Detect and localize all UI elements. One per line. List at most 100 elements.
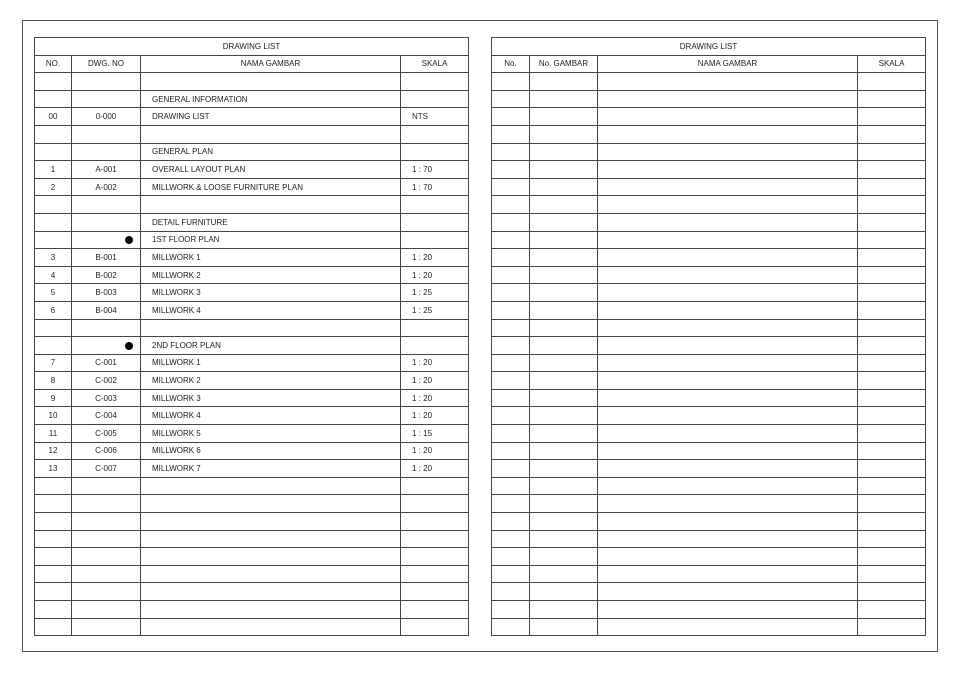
cell-nama-gambar: DRAWING LIST [140, 107, 401, 126]
cell-skala [856, 124, 927, 144]
table-row [491, 564, 927, 584]
cell-no [34, 547, 72, 566]
cell-skala [856, 107, 927, 126]
cell-dwg-no [71, 476, 141, 496]
cell-no [491, 582, 530, 601]
cell-dwg-no [529, 107, 598, 126]
cell-skala [856, 600, 927, 619]
sheet-border [22, 20, 938, 652]
table-row: GENERAL PLAN [34, 142, 470, 162]
cell-skala [856, 265, 927, 285]
table-row [34, 564, 470, 584]
cell-skala: 1 : 20 [399, 441, 470, 461]
cell-dwg-no [71, 564, 141, 584]
cell-skala [399, 617, 470, 637]
header-nama-gambar: NAMA GAMBAR [597, 54, 858, 74]
cell-nama-gambar [597, 600, 858, 619]
cell-nama-gambar [597, 300, 858, 320]
cell-nama-gambar [597, 406, 858, 426]
cell-no [34, 529, 72, 549]
cell-nama-gambar: MILLWORK 4 [140, 300, 401, 320]
cell-no [34, 564, 72, 584]
table-row [491, 406, 927, 426]
cell-nama-gambar [597, 72, 858, 91]
cell-dwg-no: A-002 [71, 177, 141, 197]
cell-nama-gambar [140, 512, 401, 531]
table-row [491, 248, 927, 267]
cell-skala [856, 142, 927, 162]
table-title: DRAWING LIST [33, 37, 470, 56]
cell-dwg-no [529, 353, 598, 373]
cell-skala [856, 494, 927, 514]
cell-no [34, 230, 72, 250]
cell-dwg-no [529, 617, 598, 637]
table-row [34, 529, 470, 549]
cell-nama-gambar: MILLWORK 6 [140, 441, 401, 461]
cell-dwg-no [529, 72, 598, 91]
cell-skala [856, 230, 927, 250]
cell-no [491, 107, 530, 126]
cell-dwg-no: C-004 [71, 406, 141, 426]
cell-nama-gambar [140, 494, 401, 514]
cell-skala [856, 459, 927, 478]
drawing-list-table-right: DRAWING LIST No. No. GAMBAR NAMA GAMBAR … [490, 37, 927, 637]
table-row [34, 512, 470, 531]
cell-skala [856, 336, 927, 355]
cell-nama-gambar [140, 617, 401, 637]
cell-nama-gambar [140, 124, 401, 144]
cell-no [491, 617, 530, 637]
cell-no [491, 441, 530, 461]
cell-nama-gambar [597, 564, 858, 584]
cell-no [34, 72, 72, 91]
cell-no: 8 [34, 371, 72, 390]
cell-skala [856, 318, 927, 338]
cell-nama-gambar [140, 547, 401, 566]
cell-nama-gambar: MILLWORK 3 [140, 388, 401, 408]
cell-no [491, 72, 530, 91]
cell-nama-gambar [140, 318, 401, 338]
cell-nama-gambar [140, 582, 401, 601]
cell-dwg-no [71, 230, 141, 250]
cell-no [491, 160, 530, 179]
table-row [34, 547, 470, 566]
cell-dwg-no [71, 600, 141, 619]
cell-dwg-no [529, 441, 598, 461]
cell-nama-gambar [597, 441, 858, 461]
cell-dwg-no: B-001 [71, 248, 141, 267]
cell-nama-gambar [597, 177, 858, 197]
table-row [34, 582, 470, 601]
cell-skala: 1 : 70 [399, 177, 470, 197]
cell-dwg-no [529, 512, 598, 531]
cell-no [34, 318, 72, 338]
cell-no: 3 [34, 248, 72, 267]
cell-dwg-no [529, 89, 598, 109]
table-row [491, 107, 927, 126]
cell-skala [399, 142, 470, 162]
cell-nama-gambar [597, 230, 858, 250]
cell-dwg-no [71, 582, 141, 601]
cell-nama-gambar [597, 160, 858, 179]
cell-dwg-no [71, 336, 141, 355]
cell-skala: 1 : 25 [399, 283, 470, 302]
cell-skala [856, 476, 927, 496]
cell-no: 11 [34, 424, 72, 443]
table-row [34, 600, 470, 619]
cell-dwg-no: 0-000 [71, 107, 141, 126]
table-row [491, 72, 927, 91]
table-row [491, 582, 927, 601]
cell-dwg-no: C-002 [71, 371, 141, 390]
table-row [491, 424, 927, 443]
cell-skala [399, 72, 470, 91]
header-no-gambar: No. GAMBAR [529, 54, 598, 74]
cell-nama-gambar [140, 600, 401, 619]
cell-no [34, 617, 72, 637]
cell-nama-gambar [597, 353, 858, 373]
cell-dwg-no [529, 336, 598, 355]
cell-nama-gambar [597, 494, 858, 514]
cell-nama-gambar [597, 142, 858, 162]
cell-nama-gambar: GENERAL INFORMATION [140, 89, 401, 109]
cell-nama-gambar: 1ST FLOOR PLAN [140, 230, 401, 250]
cell-skala [856, 441, 927, 461]
